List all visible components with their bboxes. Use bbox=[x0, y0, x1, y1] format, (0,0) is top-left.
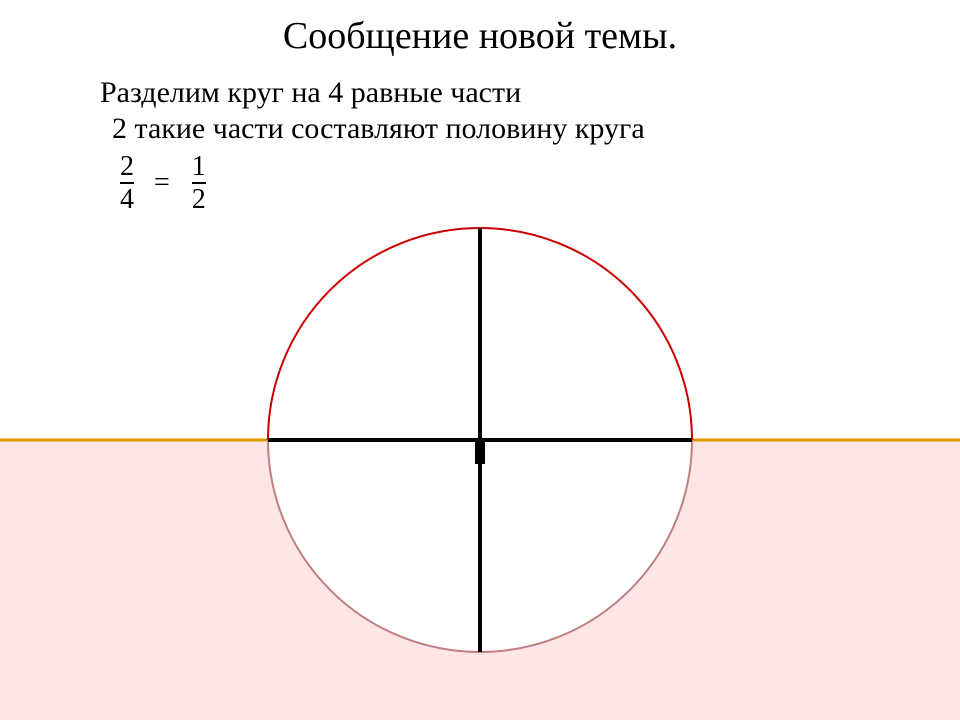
diagram-stage bbox=[0, 0, 960, 720]
